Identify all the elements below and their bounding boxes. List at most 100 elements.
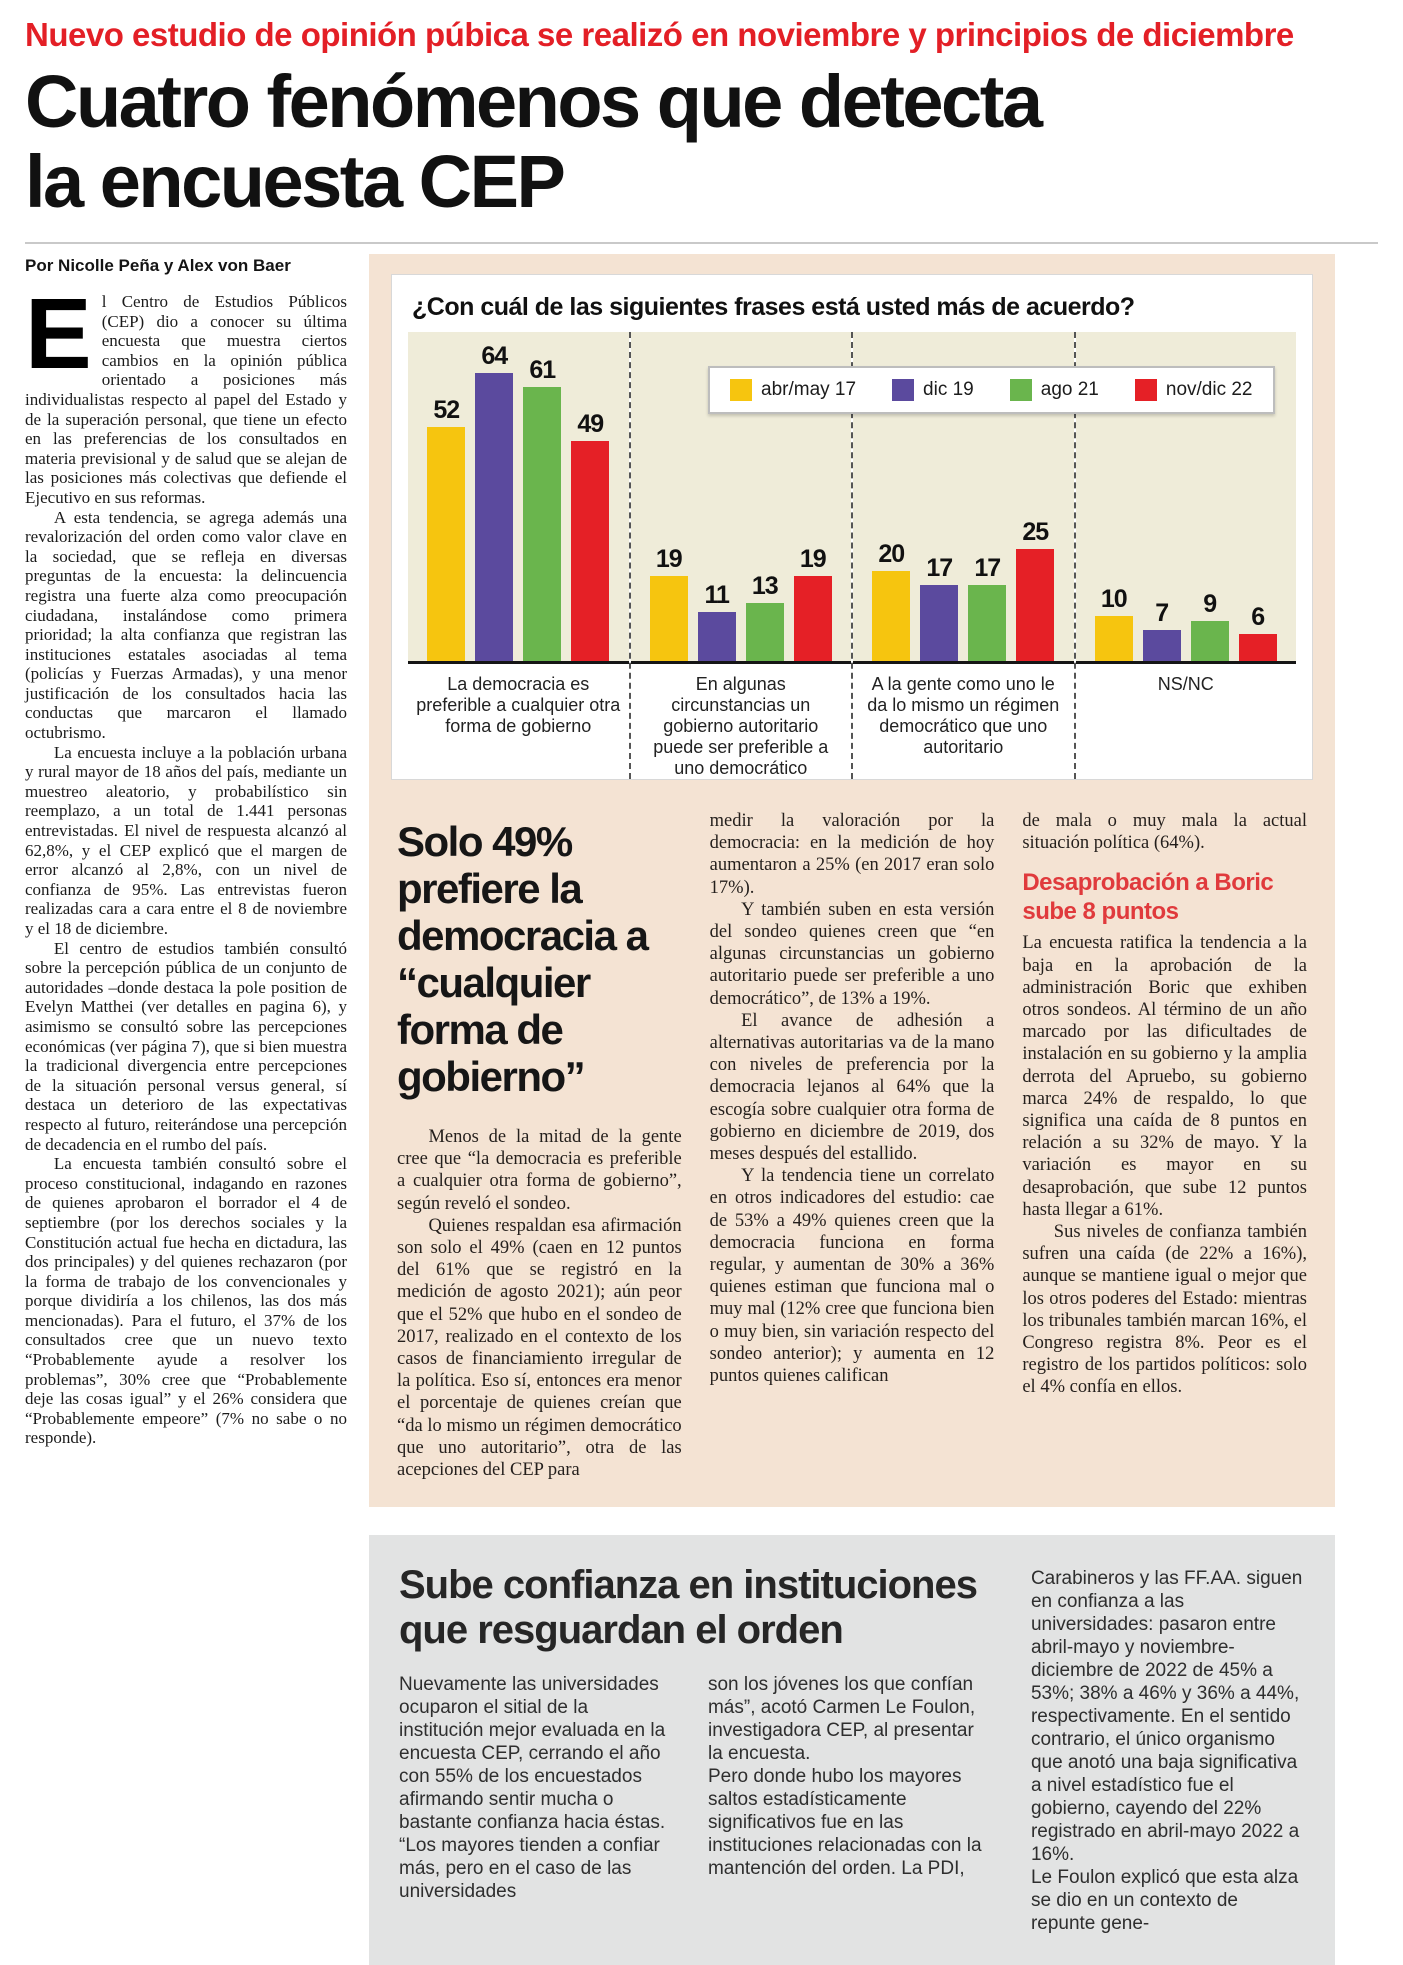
legend-item: abr/may 17 [730,379,856,401]
mid-column-1: Solo 49% prefiere la democracia a “cualq… [397,810,682,1481]
paragraph: Pero donde hubo los mayores saltos estad… [707,1766,982,1880]
bar-value-label: 9 [1203,589,1217,618]
bar-value-label: 20 [878,540,905,568]
bar-wrap: 19 [793,544,832,661]
byline: Por Nicolle Peña y Alex von Baer [25,256,291,275]
category-label: La democracia es preferible a cualquier … [408,664,629,764]
mid-column-3: de mala o muy mala la actual situación p… [1022,810,1307,1481]
bar-value-label: 25 [1022,517,1049,546]
bar-wrap: 7 [1142,598,1181,661]
bottom-column-1: Nuevamente las universidades ocuparon el… [399,1673,676,1935]
bar-wrap: 25 [1016,517,1055,661]
bar-value-label: 52 [433,396,460,424]
feature-block: ¿Con cuál de las siguientes frases está … [369,254,1335,1508]
mid-column-3-text: La encuesta ratifica la tendencia a la b… [1022,932,1307,1398]
bar-wrap: 52 [427,396,466,661]
headline-line-1: Cuatro fenómenos que detecta [25,60,1043,143]
paragraph: La encuesta también consultó sobre el pr… [25,1154,347,1448]
legend-label: abr/may 17 [761,379,857,400]
legend-swatch-icon [892,379,915,401]
mid-column-2: medir la valoración por la democracia: e… [710,810,995,1481]
bar-value-label: 61 [529,355,556,384]
bar-wrap: 19 [649,544,688,661]
bar-wrap: 49 [571,409,610,661]
bar-wrap: 17 [968,553,1007,661]
paragraph: El avance de adhesión a alternativas aut… [709,1010,995,1165]
legend-label: dic 19 [923,379,974,400]
bottom-column-3: Carabineros y las FF.AA. siguen en confi… [1017,1561,1305,1935]
bar [1238,634,1277,661]
chart-panel: ¿Con cuál de las siguientes frases está … [391,274,1313,780]
bar [1094,616,1133,661]
bar [571,440,610,661]
bar-wrap: 9 [1190,589,1229,661]
bar [1142,629,1181,661]
bar [793,575,832,661]
legend-item: dic 19 [892,379,974,401]
legend-label: ago 21 [1040,379,1099,400]
bottom-section: Sube confianza en instituciones que resg… [369,1535,1335,1965]
chart-legend: abr/may 17 dic 19 ago 21 nov/dic 22 [708,366,1275,414]
bar-wrap: 20 [872,540,911,661]
bar [920,584,959,661]
paragraph: Menos de la mitad de la gente cree que “… [397,1127,682,1214]
bar [427,427,466,661]
paragraph: Y la tendencia tiene un correlato en otr… [709,1166,995,1387]
category-label: A la gente como uno le da lo mismo un ré… [853,664,1074,764]
bar-value-label: 7 [1155,598,1169,627]
paragraph: medir la valoración por la democracia: e… [709,811,995,898]
paragraph: de mala o muy mala la actual situación p… [1022,811,1308,854]
paragraph: El centro de estudios también consultó s… [25,938,347,1154]
bar [523,386,562,661]
legend-swatch-icon [730,379,752,401]
bar-value-label: 17 [974,553,1001,582]
legend-swatch-icon [1134,379,1157,401]
paragraph: Le Foulon explicó que esta alza se dio e… [1030,1867,1299,1935]
paragraph: Quienes respaldan esa afirmación son sol… [397,1215,682,1481]
paragraph: La encuesta ratifica la tendencia a la b… [1022,933,1308,1220]
bar [745,602,784,661]
bar-value-label: 19 [799,544,827,573]
red-subhead: Desaprobación a Boric sube 8 puntos [1022,869,1274,926]
category-label: NS/NC [1075,664,1296,764]
category-label: En algunas circunstancias un gobierno au… [630,664,851,779]
bottom-section-headline: Sube confianza en instituciones que resg… [399,1563,978,1653]
left-column-paragraphs: A esta tendencia, se agrega además una r… [25,508,347,1449]
legend-label: nov/dic 22 [1165,379,1253,400]
bar-value-label: 49 [577,409,604,438]
bar-wrap: 64 [475,342,514,661]
bar [1016,548,1055,661]
bar-value-label: 11 [704,580,730,609]
section-headline: Solo 49% prefiere la democracia a “cualq… [397,818,649,1100]
legend-swatch-icon [1009,379,1032,401]
article-header: Nuevo estudio de opinión púbica se reali… [0,0,1403,244]
bar-value-label: 10 [1100,585,1128,613]
bar [649,575,688,661]
bottom-column-2: son los jóvenes los que confían más”, ac… [708,1673,985,1935]
paragraph: Sus niveles de confianza también sufren … [1022,1222,1308,1398]
mid-column-1-text: Menos de la mitad de la gente cree que “… [397,1126,682,1481]
bar-wrap: 10 [1094,585,1133,661]
bar [697,611,736,661]
bar-wrap: 6 [1238,603,1277,661]
bar-wrap: 17 [920,554,959,661]
bar [1190,620,1229,661]
legend-item: ago 21 [1009,379,1099,401]
bar-value-label: 64 [481,342,508,370]
mid-column-3-intro: de mala o muy mala la actual situación p… [1022,810,1307,854]
chart-group: 52 64 61 49 La democracia es preferible a cu… [408,332,629,779]
bar-value-label: 19 [655,544,683,573]
paragraph: son los jóvenes los que confían más”, ac… [707,1674,976,1765]
bar-value-label: 6 [1251,603,1265,631]
paragraph: Carabineros y las FF.AA. siguen en confi… [1030,1568,1303,1866]
paragraph: A esta tendencia, se agrega además una r… [25,507,347,743]
chart-group-bars: 52 64 61 49 [408,332,629,664]
right-column: ¿Con cuál de las siguientes frases está … [369,254,1335,1965]
paragraph: La encuesta incluye a la población urban… [25,742,347,938]
drop-cap: E [25,278,92,390]
mid-section: Solo 49% prefiere la democracia a “cualq… [391,780,1313,1481]
mid-column-2-text: medir la valoración por la democracia: e… [710,810,995,1387]
kicker: Nuevo estudio de opinión púbica se reali… [25,16,1294,53]
